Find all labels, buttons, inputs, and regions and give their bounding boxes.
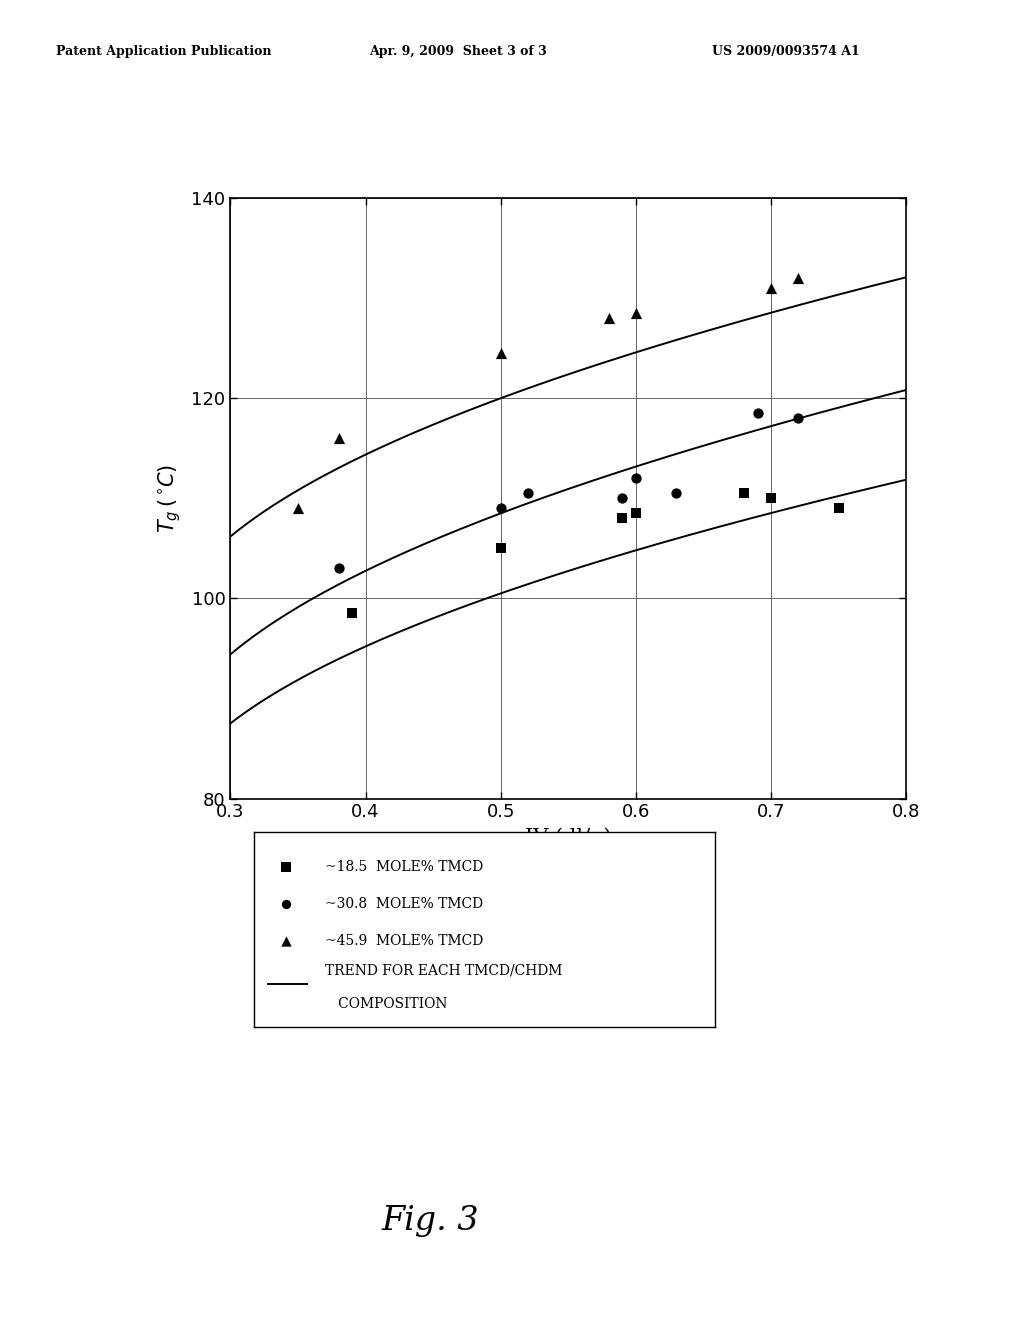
Point bbox=[278, 857, 295, 878]
Point bbox=[290, 498, 306, 519]
Point bbox=[493, 498, 509, 519]
Point bbox=[736, 483, 753, 504]
Point bbox=[601, 308, 617, 329]
Point bbox=[331, 558, 347, 579]
Text: ~45.9  MOLE% TMCD: ~45.9 MOLE% TMCD bbox=[326, 935, 483, 948]
Point bbox=[614, 508, 631, 529]
Text: ~18.5  MOLE% TMCD: ~18.5 MOLE% TMCD bbox=[326, 859, 483, 874]
Point bbox=[614, 487, 631, 508]
Point bbox=[750, 403, 766, 424]
Point bbox=[519, 483, 536, 504]
Point bbox=[763, 487, 779, 508]
Point bbox=[669, 483, 685, 504]
Text: ~30.8  MOLE% TMCD: ~30.8 MOLE% TMCD bbox=[326, 896, 483, 911]
X-axis label: IV (dl/g): IV (dl/g) bbox=[525, 828, 611, 846]
Point bbox=[830, 498, 847, 519]
Text: TREND FOR EACH TMCD/CHDM: TREND FOR EACH TMCD/CHDM bbox=[326, 964, 563, 977]
Point bbox=[493, 343, 509, 364]
Point bbox=[628, 302, 644, 323]
Point bbox=[344, 603, 360, 624]
Point bbox=[790, 408, 806, 429]
Text: Patent Application Publication: Patent Application Publication bbox=[56, 45, 271, 58]
Point bbox=[278, 931, 295, 952]
Point bbox=[331, 428, 347, 449]
Point bbox=[790, 268, 806, 289]
Text: US 2009/0093574 A1: US 2009/0093574 A1 bbox=[712, 45, 859, 58]
Y-axis label: $T_g\,(^\circ\!C)$: $T_g\,(^\circ\!C)$ bbox=[157, 463, 183, 533]
Point bbox=[763, 277, 779, 298]
Point bbox=[493, 537, 509, 558]
Point bbox=[278, 894, 295, 915]
Text: Apr. 9, 2009  Sheet 3 of 3: Apr. 9, 2009 Sheet 3 of 3 bbox=[369, 45, 547, 58]
Point bbox=[628, 503, 644, 524]
Text: COMPOSITION: COMPOSITION bbox=[326, 997, 447, 1011]
Text: Fig. 3: Fig. 3 bbox=[381, 1205, 479, 1237]
Point bbox=[628, 467, 644, 488]
